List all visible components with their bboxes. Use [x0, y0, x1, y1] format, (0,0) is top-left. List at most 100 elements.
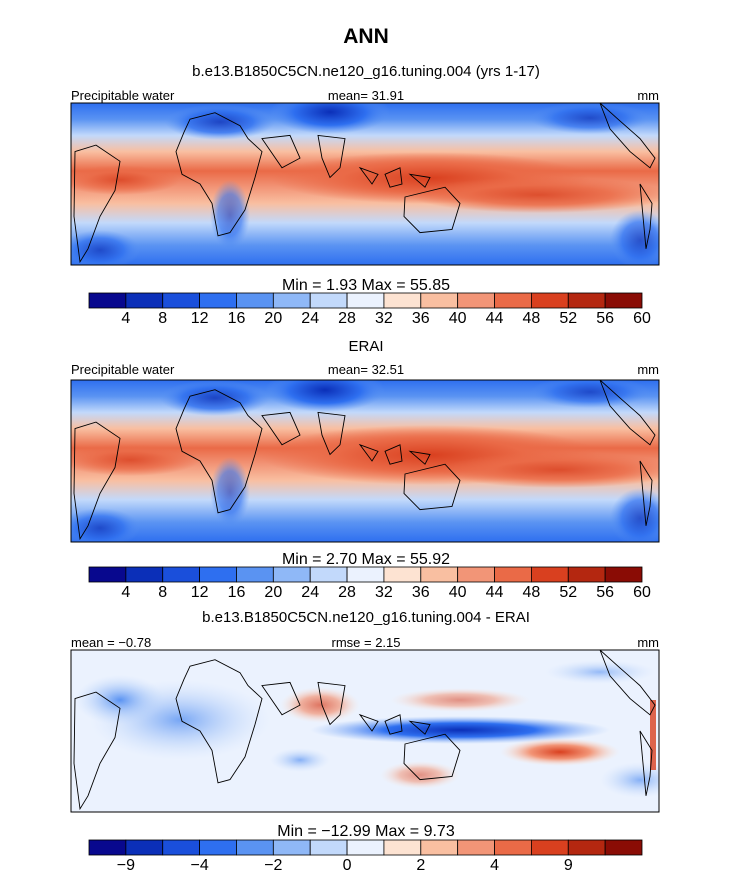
coastline — [403, 463, 461, 511]
panel-3-left-label: mean = −0.78 — [71, 635, 151, 650]
colorbar-box — [236, 566, 274, 583]
colorbar-tick-label: 0 — [343, 857, 352, 874]
colorbar-box — [199, 292, 237, 309]
colorbar-box — [531, 839, 569, 856]
colorbar-tick-label: 20 — [264, 584, 282, 601]
colorbar-tick-label: −4 — [190, 857, 208, 874]
colorbar-tick-label: 12 — [191, 584, 209, 601]
colorbar-tick-label: 60 — [633, 310, 651, 327]
colorbar-box — [457, 292, 495, 309]
coastline — [175, 389, 263, 514]
colorbar-tick-label: 40 — [449, 310, 467, 327]
colorbar-box — [199, 566, 237, 583]
coastline — [639, 183, 653, 249]
colorbar-tick-label: 44 — [486, 584, 504, 601]
panel-2-map — [71, 380, 659, 542]
page-title: ANN — [343, 25, 389, 48]
colorbar-box — [604, 566, 643, 583]
coastline — [408, 450, 431, 465]
colorbar-box — [125, 839, 164, 856]
panel-1-colorbar: 4 8 12 16 20 24 28 32 36 40 44 48 52 56 60 — [88, 292, 651, 327]
colorbar-tick-label: 36 — [412, 310, 430, 327]
coastline — [403, 733, 461, 781]
colorbar-box — [346, 839, 385, 856]
colorbar-tick-label: 28 — [338, 584, 356, 601]
colorbar-box — [162, 292, 201, 309]
panel-1-units: mm — [637, 88, 659, 103]
colorbar-tick-label: 44 — [486, 310, 504, 327]
coastline — [73, 144, 121, 264]
coastline — [639, 730, 653, 796]
colorbar-box — [309, 292, 348, 309]
panel-2-coastlines — [73, 380, 656, 541]
colorbar-box — [272, 292, 311, 309]
colorbar-box — [420, 292, 459, 309]
coastline — [261, 134, 301, 169]
coastline — [599, 380, 656, 446]
panel-model: b.e13.B1850C5CN.ne120_g16.tuning.004 (yr… — [70, 63, 660, 327]
coastline — [73, 691, 121, 811]
colorbar-tick-label: 4 — [121, 310, 130, 327]
panel-1-frame — [70, 102, 660, 266]
coastline — [358, 713, 379, 732]
colorbar-box — [420, 566, 459, 583]
colorbar-box — [383, 292, 422, 309]
colorbar-tick-label: 16 — [228, 584, 246, 601]
colorbar-tick-label: 2 — [416, 857, 425, 874]
colorbar-tick-label: 32 — [375, 584, 393, 601]
colorbar-box — [346, 566, 385, 583]
colorbar-tick-label: 52 — [559, 584, 577, 601]
colorbar-box — [383, 839, 422, 856]
colorbar-tick-label: 8 — [158, 310, 167, 327]
colorbar-box — [567, 566, 606, 583]
panel-3-units: mm — [637, 635, 659, 650]
colorbar-box — [272, 566, 311, 583]
colorbar-tick-label: 24 — [301, 310, 319, 327]
colorbar-box — [494, 566, 532, 583]
colorbar-box — [309, 839, 348, 856]
panel-2-units: mm — [637, 362, 659, 377]
coastline — [639, 460, 653, 526]
colorbar-tick-label: 40 — [449, 584, 467, 601]
panel-1-mean: mean= 31.91 — [328, 88, 404, 103]
panel-1-title: b.e13.B1850C5CN.ne120_g16.tuning.004 (yr… — [192, 63, 540, 80]
panel-3-rmse: rmse = 2.15 — [331, 635, 400, 650]
colorbar-box — [199, 839, 237, 856]
colorbar-box — [125, 292, 164, 309]
panel-2-left-label: Precipitable water — [71, 362, 175, 377]
panel-1-coastlines — [73, 103, 656, 264]
colorbar-box — [125, 566, 164, 583]
panel-2-frame — [70, 379, 660, 543]
colorbar-box — [272, 839, 311, 856]
coastline — [261, 411, 301, 446]
coastline — [175, 112, 263, 237]
colorbar-tick-label: 12 — [191, 310, 209, 327]
panel-diff: b.e13.B1850C5CN.ne120_g16.tuning.004 - E… — [70, 609, 660, 874]
colorbar-tick-label: 20 — [264, 310, 282, 327]
colorbar-box — [88, 566, 127, 583]
colorbar-box — [531, 292, 569, 309]
colorbar-tick-label: 28 — [338, 310, 356, 327]
colorbar-tick-label: 48 — [523, 310, 541, 327]
coastline — [317, 411, 346, 456]
colorbar-tick-label: 4 — [121, 584, 130, 601]
colorbar-box — [236, 292, 274, 309]
colorbar-tick-label: 52 — [559, 310, 577, 327]
colorbar-box — [88, 839, 127, 856]
colorbar-box — [420, 839, 459, 856]
panel-obs: ERAI Precipitable water mean= 32.51 mm M… — [70, 338, 660, 601]
panel-2-stats: Min = 2.70 Max = 55.92 — [282, 551, 450, 568]
panel-3-map — [71, 650, 659, 812]
colorbar-tick-label: 24 — [301, 584, 319, 601]
colorbar-tick-label: −2 — [264, 857, 282, 874]
panel-1-map — [71, 103, 659, 265]
coastline — [408, 173, 431, 188]
colorbar-box — [236, 839, 274, 856]
colorbar-tick-label: 36 — [412, 584, 430, 601]
coastline — [358, 443, 379, 462]
coastline — [317, 134, 346, 179]
panel-2-title: ERAI — [348, 338, 383, 355]
panel-3-colorbar: −9 −4 −2 0 2 4 9 — [88, 839, 643, 874]
colorbar-box — [346, 292, 385, 309]
